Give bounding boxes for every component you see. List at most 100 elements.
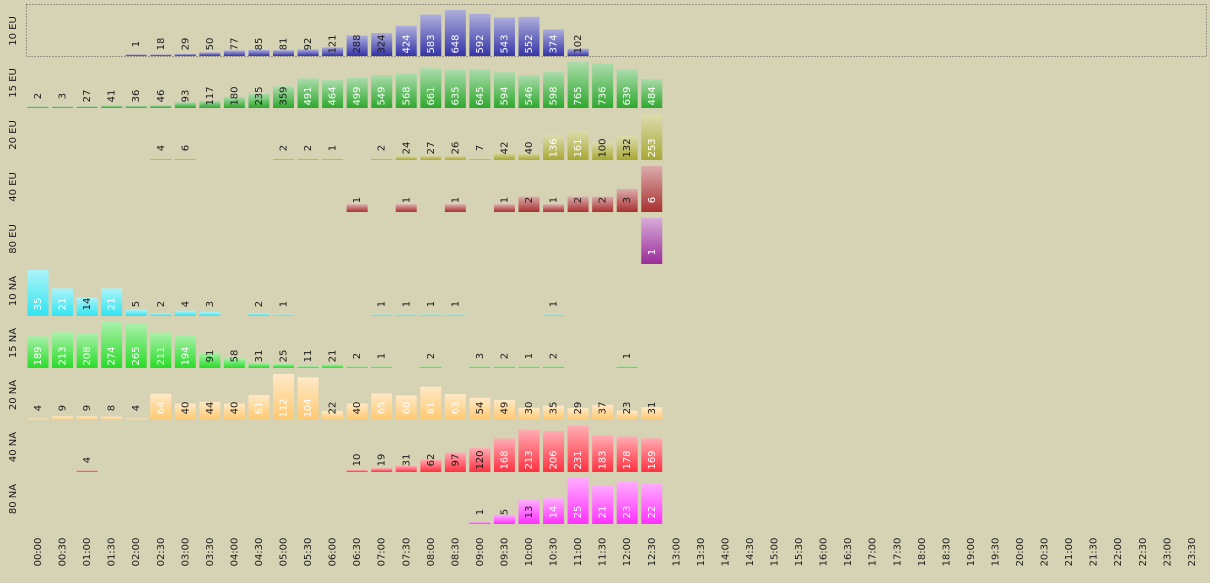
bar	[469, 397, 491, 420]
data-label: 424	[401, 34, 412, 53]
data-label: 97	[450, 454, 461, 467]
data-label: 1	[622, 353, 633, 359]
x-tick-label: 22:00	[1113, 538, 1124, 567]
bar	[199, 401, 221, 420]
bar	[174, 158, 196, 160]
x-tick-label: 02:00	[131, 538, 142, 567]
bar	[641, 166, 663, 212]
bar	[223, 358, 245, 368]
data-label: 208	[82, 346, 93, 365]
data-label: 2	[573, 197, 584, 203]
data-label: 30	[524, 402, 535, 415]
x-tick-label: 00:30	[58, 538, 69, 567]
bar	[616, 136, 638, 160]
data-label: 645	[475, 86, 486, 105]
x-tick-label: 16:00	[819, 538, 830, 567]
bar	[444, 394, 466, 420]
data-label: 58	[229, 350, 240, 363]
bar	[174, 403, 196, 420]
data-label: 635	[450, 86, 461, 105]
bar	[346, 204, 368, 212]
data-label: 77	[229, 38, 240, 51]
bar	[371, 314, 393, 316]
bar	[518, 407, 540, 420]
bar	[518, 429, 540, 472]
bar	[101, 288, 123, 316]
bar	[297, 158, 319, 160]
x-tick-label: 06:30	[352, 538, 363, 567]
bar	[371, 468, 393, 472]
bar	[273, 314, 294, 316]
bar	[567, 426, 589, 472]
bar	[641, 218, 663, 264]
bar	[493, 17, 515, 56]
data-label: 23	[622, 506, 633, 519]
x-tick-label: 08:00	[426, 538, 437, 567]
bar	[592, 196, 614, 212]
bar	[346, 470, 368, 472]
data-label: 11	[303, 350, 314, 363]
x-tick-label: 11:30	[598, 538, 609, 567]
bar	[76, 470, 98, 472]
bar	[469, 366, 491, 368]
bar	[346, 366, 368, 368]
bar	[52, 416, 74, 420]
bar	[273, 158, 294, 160]
bar	[567, 478, 589, 524]
data-label: 211	[156, 346, 167, 365]
bar	[592, 63, 614, 108]
data-label: 23	[622, 402, 633, 415]
bar	[76, 106, 98, 108]
row-label: 10 EU	[8, 16, 19, 46]
data-label: 1	[377, 353, 388, 359]
bar	[101, 105, 123, 108]
data-label: 324	[377, 34, 388, 53]
bar	[420, 314, 442, 316]
x-tick-label: 19:00	[966, 538, 977, 567]
bar	[248, 313, 270, 316]
bar	[641, 483, 663, 524]
bar	[420, 155, 442, 160]
bar	[273, 374, 294, 420]
bar	[199, 312, 221, 316]
data-label: 568	[401, 86, 412, 105]
bar	[543, 314, 565, 316]
bar	[273, 363, 294, 368]
bar	[543, 29, 565, 56]
x-tick-label: 11:00	[573, 538, 584, 567]
bar	[199, 352, 221, 368]
bar	[641, 78, 663, 108]
data-label: 598	[549, 86, 560, 105]
data-label: 2	[33, 93, 44, 99]
data-label: 26	[450, 142, 461, 155]
data-label: 41	[107, 90, 118, 103]
bar	[543, 366, 565, 368]
bar	[322, 80, 344, 108]
data-label: 253	[647, 138, 658, 157]
bar	[174, 335, 196, 368]
bar	[395, 25, 417, 56]
bar	[469, 158, 491, 160]
data-label: 54	[475, 402, 486, 415]
bar	[518, 75, 540, 108]
data-label: 136	[549, 138, 560, 157]
bar	[592, 141, 614, 160]
x-tick-label: 14:00	[720, 538, 731, 567]
bar	[371, 158, 393, 160]
bar	[150, 105, 172, 108]
bar	[493, 366, 515, 368]
bar	[543, 72, 565, 108]
bar	[518, 500, 540, 524]
bar	[420, 366, 442, 368]
bar	[371, 393, 393, 420]
bar	[248, 49, 270, 56]
bar	[223, 50, 245, 56]
bar	[592, 404, 614, 420]
bar	[150, 332, 172, 368]
data-label: 7	[475, 145, 486, 151]
x-tick-label: 17:30	[892, 538, 903, 567]
bar	[395, 204, 417, 212]
bar	[420, 386, 442, 420]
bar	[297, 78, 319, 108]
